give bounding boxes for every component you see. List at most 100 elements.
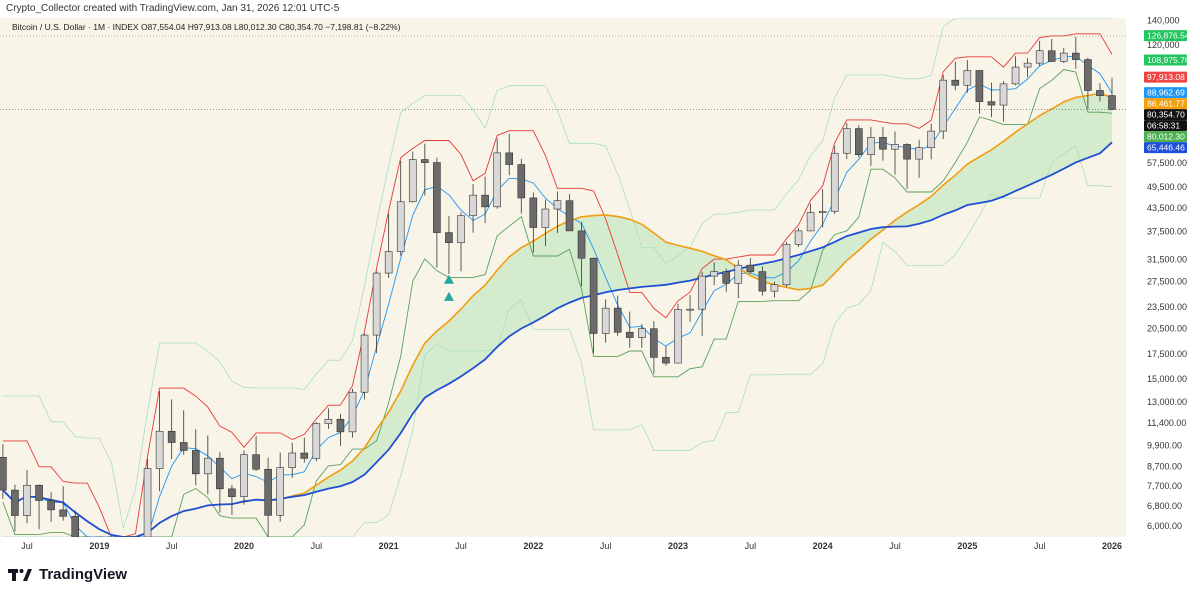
candle-body — [710, 271, 718, 277]
price-label-text: 88,962.69 — [1147, 88, 1185, 98]
candle-body — [746, 264, 755, 272]
candle-body — [1047, 50, 1056, 62]
y-tick-label: 37,500.00 — [1147, 227, 1187, 237]
candle — [469, 183, 477, 233]
candle — [794, 227, 803, 247]
candle-body — [818, 211, 827, 213]
price-axis-label: 97,913.08 — [1144, 71, 1187, 83]
y-tick-label: 23,500.00 — [1147, 302, 1187, 312]
brand[interactable]: TradingView — [8, 566, 127, 583]
candle — [408, 151, 417, 203]
candle — [734, 260, 743, 299]
x-tick-label: 2024 — [813, 541, 833, 551]
price-label-text: 06:58:31 — [1147, 121, 1180, 131]
candle — [216, 452, 224, 513]
candle-body — [806, 212, 815, 232]
candle-body — [951, 79, 960, 86]
candle — [505, 133, 514, 176]
candle — [457, 212, 465, 272]
candle — [710, 262, 718, 286]
price-axis-label: 86,461.77 — [1144, 98, 1187, 110]
y-tick-label: 27,500.00 — [1147, 277, 1187, 287]
brand-name: TradingView — [39, 566, 128, 583]
x-tick-label: Jul — [889, 541, 901, 551]
candle-body — [191, 450, 200, 475]
candle — [1084, 57, 1092, 109]
candle-body — [1023, 62, 1032, 68]
candle-body — [264, 468, 272, 516]
candle-body — [0, 457, 7, 491]
header-bar: Crypto_Collector created with TradingVie… — [0, 0, 1200, 18]
candle-body — [662, 357, 670, 364]
x-tick-label: 2019 — [89, 541, 109, 551]
candle — [577, 222, 586, 287]
candle-body — [1096, 90, 1104, 96]
candle — [1023, 58, 1032, 78]
candle — [433, 157, 441, 268]
x-tick-label: 2023 — [668, 541, 688, 551]
candle — [336, 413, 345, 446]
candle-body — [216, 457, 224, 490]
y-tick-label: 17,500.00 — [1147, 349, 1187, 359]
candle-body — [360, 334, 369, 393]
outer-upper-band — [2, 18, 1112, 529]
candle — [167, 399, 176, 460]
outer-lower-band — [2, 144, 1113, 537]
candle — [1096, 83, 1104, 102]
candle — [674, 304, 682, 364]
candle — [348, 388, 357, 438]
y-tick-label: 7,700.00 — [1147, 481, 1182, 491]
candle-body — [975, 70, 984, 102]
candle-body — [650, 328, 658, 358]
candle — [891, 131, 899, 175]
candle — [601, 299, 610, 343]
candle — [1108, 77, 1116, 111]
candle-body — [1084, 59, 1092, 91]
candle-body — [445, 232, 453, 243]
y-tick-label: 15,000.00 — [1147, 374, 1187, 384]
price-axis-label: 65,446.46 — [1144, 142, 1187, 154]
candle-body — [324, 418, 333, 424]
time-axis-background — [0, 537, 1200, 556]
candle — [493, 138, 501, 209]
candle-body — [758, 271, 767, 292]
candle — [517, 158, 526, 214]
y-tick-label: 9,900.00 — [1147, 441, 1182, 451]
x-tick-label: Jul — [600, 541, 612, 551]
candle — [625, 311, 634, 348]
y-tick-label: 31,500.00 — [1147, 255, 1187, 265]
price-label-bg — [1144, 131, 1187, 143]
candle — [939, 74, 948, 140]
price-chart[interactable]: 140,000 120,000 57,500.00 49,500.00 43,500.0… — [0, 0, 1200, 556]
candle-body — [915, 147, 923, 160]
price-label-bg — [1144, 54, 1187, 66]
candle-body — [565, 200, 574, 232]
candle — [915, 139, 923, 178]
candle — [987, 82, 996, 118]
candle — [421, 143, 429, 196]
candle — [179, 410, 188, 455]
candle — [818, 189, 827, 228]
candle — [830, 145, 839, 214]
candle-body — [312, 423, 321, 459]
x-tick-label: 2025 — [957, 541, 977, 551]
y-tick-label: 140,000 — [1147, 15, 1180, 25]
creator-caption: Crypto_Collector created with TradingVie… — [6, 3, 340, 14]
y-tick-label: 6,000.00 — [1147, 521, 1182, 531]
upper-band-line — [2, 33, 1113, 537]
candle-body — [939, 79, 948, 132]
symbol-info: Bitcoin / U.S. Dollar · 1M · INDEX O87,5… — [12, 22, 401, 32]
y-tick-label: 8,700.00 — [1147, 461, 1182, 471]
y-tick-label: 57,500.00 — [1147, 158, 1187, 168]
candle-body — [481, 194, 489, 208]
candle-body — [867, 137, 875, 155]
candle — [240, 450, 248, 505]
y-tick-label: 120,000 — [1147, 40, 1180, 50]
candle — [0, 444, 7, 499]
candle-body — [589, 257, 598, 334]
candle-body — [903, 144, 911, 160]
candle-body — [396, 201, 405, 252]
candle-body — [300, 452, 309, 459]
candle-body — [842, 128, 851, 154]
